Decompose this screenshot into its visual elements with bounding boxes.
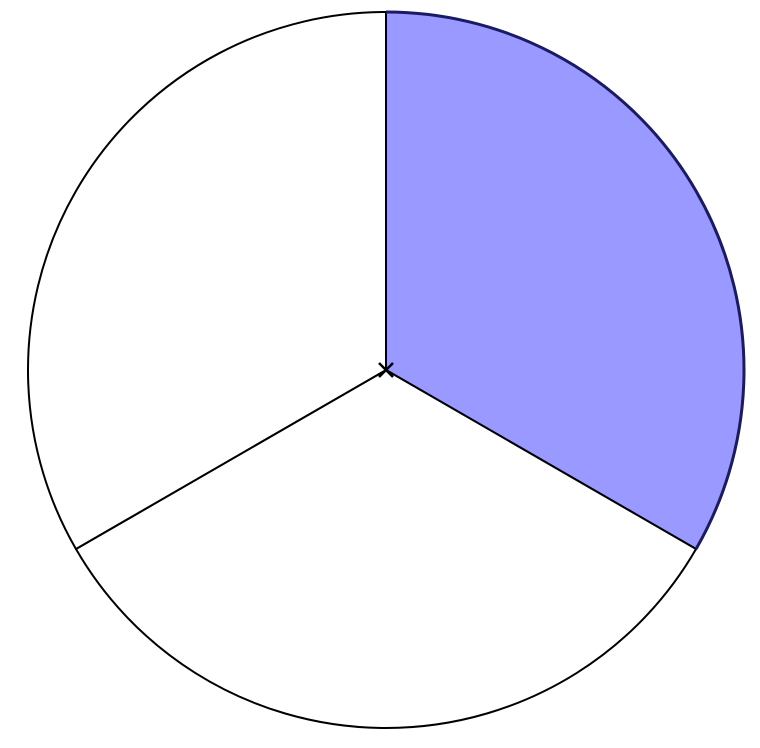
unshaded-sector <box>27 10 387 551</box>
unshaded-sector <box>74 368 698 729</box>
shaded-arc <box>385 10 746 550</box>
center-mark <box>378 362 394 378</box>
